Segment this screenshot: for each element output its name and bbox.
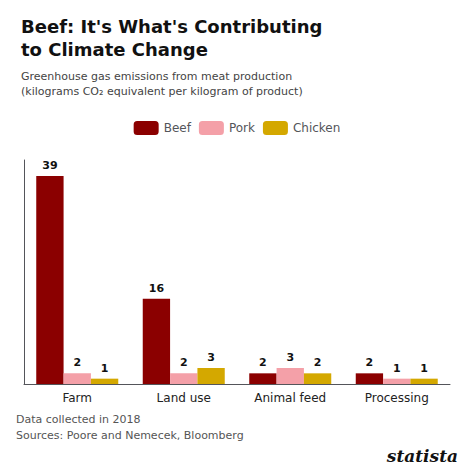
svg-text:16: 16 <box>149 282 165 295</box>
svg-text:Land use: Land use <box>157 391 211 405</box>
svg-text:Chicken: Chicken <box>293 121 340 135</box>
svg-text:2: 2 <box>366 356 374 369</box>
svg-text:3: 3 <box>207 351 215 364</box>
svg-text:statista: statista <box>386 446 458 466</box>
svg-text:Data collected in 2018: Data collected in 2018 <box>16 413 141 426</box>
svg-text:to Climate Change: to Climate Change <box>21 39 208 60</box>
svg-text:1: 1 <box>420 362 428 375</box>
svg-text:Pork: Pork <box>229 121 255 135</box>
svg-text:2: 2 <box>73 356 81 369</box>
svg-text:Sources: Poore and Nemecek, Bl: Sources: Poore and Nemecek, Bloomberg <box>16 429 244 442</box>
svg-text:Greenhouse gas emissions from: Greenhouse gas emissions from meat produ… <box>21 70 292 83</box>
svg-text:Animal feed: Animal feed <box>254 391 326 405</box>
svg-text:2: 2 <box>180 356 188 369</box>
svg-text:3: 3 <box>286 351 294 364</box>
svg-text:39: 39 <box>42 159 57 172</box>
svg-text:2: 2 <box>259 356 267 369</box>
svg-text:1: 1 <box>101 362 109 375</box>
svg-text:Processing: Processing <box>365 391 429 405</box>
svg-text:Beef: It's What's Contributing: Beef: It's What's Contributing <box>21 16 322 37</box>
svg-text:(kilograms CO₂ equivalent per: (kilograms CO₂ equivalent per kilogram o… <box>21 85 303 98</box>
svg-text:Farm: Farm <box>62 391 92 405</box>
svg-text:Beef: Beef <box>164 121 192 135</box>
svg-text:1: 1 <box>393 362 401 375</box>
svg-text:2: 2 <box>314 356 322 369</box>
